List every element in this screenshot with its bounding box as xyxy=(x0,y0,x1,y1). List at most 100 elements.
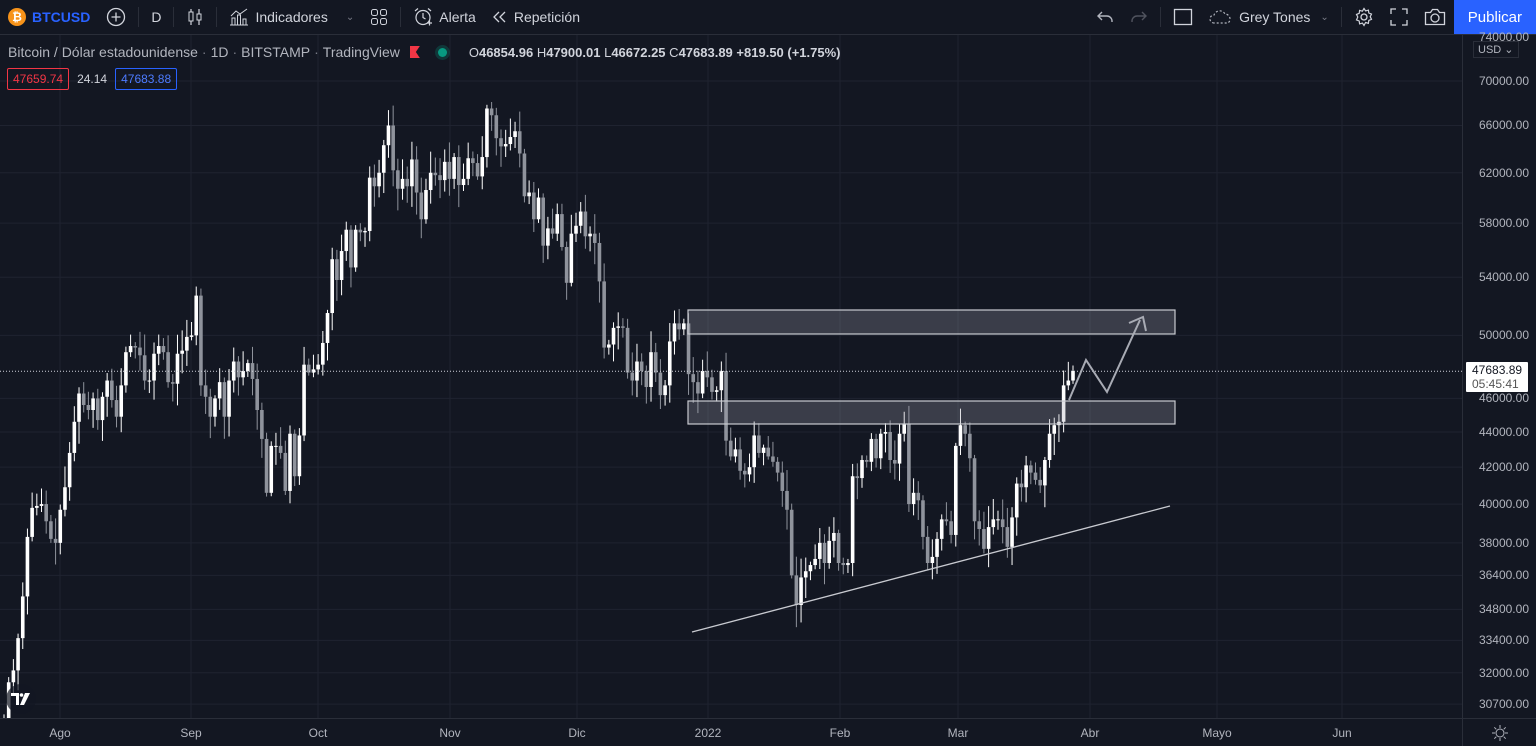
projection-arrowhead xyxy=(1128,315,1147,332)
replay-button[interactable]: Repetición xyxy=(484,0,588,34)
indicators-button[interactable]: Indicadores ⌄ xyxy=(221,0,362,34)
time-tick: Mar xyxy=(947,726,969,740)
price-tick: 38000.00 xyxy=(1478,535,1529,550)
chevron-down-icon: ⌄ xyxy=(345,11,355,23)
separator: · xyxy=(201,44,207,60)
settings-button[interactable] xyxy=(1346,0,1382,34)
chevron-down-icon: ⌄ xyxy=(1501,44,1514,56)
indicators-label: Indicadores xyxy=(255,9,328,25)
open-label: O xyxy=(468,44,479,60)
top-toolbar: ₿ BTCUSD D Indicadores ⌄ Alerta xyxy=(0,0,1536,35)
ohlc-values: O46854.96 H47900.01 L46672.25 C47683.89 … xyxy=(469,45,841,60)
price-axis[interactable]: 74000.00 USD ⌄ 70000.00 66000.00 62000.00 5… xyxy=(1462,30,1536,718)
spread-value: 24.14 xyxy=(77,72,108,86)
time-tick: Oct xyxy=(308,726,328,740)
time-tick: Dic xyxy=(568,726,586,740)
symbol-description[interactable]: Bitcoin / Dólar estadounidense xyxy=(8,44,198,60)
trendline xyxy=(691,505,1171,633)
divider xyxy=(173,7,175,27)
divider xyxy=(1340,7,1342,27)
price-tick: 32000.00 xyxy=(1478,665,1529,680)
interval-label: D xyxy=(151,9,162,25)
market-open-indicator xyxy=(437,47,447,57)
fullscreen-icon xyxy=(1390,8,1408,26)
currency-button[interactable]: USD ⌄ xyxy=(1473,41,1519,58)
close-value: 47683.89 xyxy=(678,44,733,60)
snapshot-button[interactable] xyxy=(1416,0,1454,34)
low-label: L xyxy=(604,44,612,60)
price-chart[interactable] xyxy=(0,35,1462,718)
undo-icon xyxy=(1096,10,1114,24)
legend-exchange: BITSTAMP xyxy=(241,44,311,60)
time-tick: Ago xyxy=(49,726,71,740)
flag-icon[interactable] xyxy=(409,46,420,58)
bid-price[interactable]: 47659.74 xyxy=(7,68,70,90)
ask-price[interactable]: 47683.88 xyxy=(115,68,178,90)
sun-settings-icon xyxy=(1492,724,1508,741)
divider xyxy=(400,7,402,27)
bitcoin-logo-icon: ₿ xyxy=(8,8,26,26)
time-tick: Feb xyxy=(829,726,851,740)
currency-label: USD xyxy=(1478,44,1502,56)
separator: · xyxy=(232,44,238,60)
price-tick: 36400.00 xyxy=(1478,568,1529,583)
publish-button[interactable]: Publicar xyxy=(1453,0,1536,34)
alert-label: Alerta xyxy=(439,9,476,25)
support-zone-rect xyxy=(687,400,1176,425)
time-axis[interactable]: Ago Sep Oct Nov Dic 2022 Feb Mar Abr Mayo Jun xyxy=(0,718,1462,746)
time-tick: Nov xyxy=(439,726,461,740)
price-tick: 30700.00 xyxy=(1478,697,1529,712)
price-tick: 66000.00 xyxy=(1478,118,1529,133)
chart-type-button[interactable] xyxy=(178,0,212,34)
layout-name-button[interactable]: Grey Tones ⌄ xyxy=(1201,0,1337,34)
high-label: H xyxy=(536,44,547,60)
last-price-label: 47683.89 05:45:41 xyxy=(1466,362,1529,392)
gear-icon xyxy=(1354,7,1374,27)
price-tick: 70000.00 xyxy=(1478,74,1529,88)
redo-button[interactable] xyxy=(1122,0,1156,34)
projection-path xyxy=(1068,319,1141,401)
tradingview-logo-icon[interactable] xyxy=(6,684,36,714)
time-tick: 2022 xyxy=(694,726,722,740)
layout-name: Grey Tones xyxy=(1239,9,1311,25)
symbol-search-button[interactable]: ₿ BTCUSD xyxy=(0,0,98,34)
separator: · xyxy=(314,44,319,60)
price-tick: 46000.00 xyxy=(1478,391,1529,406)
price-tick-partial: 74000.00 xyxy=(1478,30,1529,44)
price-tick: 62000.00 xyxy=(1478,165,1529,180)
redo-icon xyxy=(1130,10,1148,24)
plus-circle-icon xyxy=(106,7,126,27)
bar-countdown: 05:45:41 xyxy=(1472,377,1519,391)
chart-settings-corner[interactable] xyxy=(1462,718,1536,746)
chevron-down-icon: ⌄ xyxy=(1320,11,1329,23)
rewind-icon xyxy=(492,10,508,24)
candlestick-icon xyxy=(186,8,204,26)
undo-button[interactable] xyxy=(1088,0,1122,34)
open-value: 46854.96 xyxy=(478,44,534,60)
price-tick: 58000.00 xyxy=(1478,216,1529,231)
price-tick: 33400.00 xyxy=(1478,633,1529,648)
fullscreen-button[interactable] xyxy=(1382,0,1416,34)
indicators-chart-icon xyxy=(229,8,249,26)
divider xyxy=(216,7,218,27)
divider xyxy=(138,7,140,27)
time-tick: Mayo xyxy=(1202,726,1232,740)
series-legend: Bitcoin / Dólar estadounidense · 1D · BI… xyxy=(8,44,841,60)
time-tick: Abr xyxy=(1080,726,1100,740)
resistance-zone-rect xyxy=(687,309,1176,335)
time-tick: Sep xyxy=(180,726,202,740)
templates-button[interactable] xyxy=(362,0,396,34)
alert-button[interactable]: Alerta xyxy=(405,0,484,34)
compare-symbol-button[interactable] xyxy=(98,0,134,34)
price-tick: 34800.00 xyxy=(1478,602,1529,617)
change-value: +819.50 (+1.75%) xyxy=(736,44,841,60)
cloud-icon xyxy=(1209,9,1233,25)
replay-label: Repetición xyxy=(513,9,580,25)
price-tick: 50000.00 xyxy=(1478,328,1529,343)
close-label: C xyxy=(669,44,679,60)
layout-select-button[interactable] xyxy=(1165,0,1201,34)
interval-button[interactable]: D xyxy=(143,0,169,34)
price-tick: 54000.00 xyxy=(1478,270,1529,285)
price-tick: 40000.00 xyxy=(1478,497,1529,512)
last-price-value: 47683.89 xyxy=(1472,363,1523,377)
